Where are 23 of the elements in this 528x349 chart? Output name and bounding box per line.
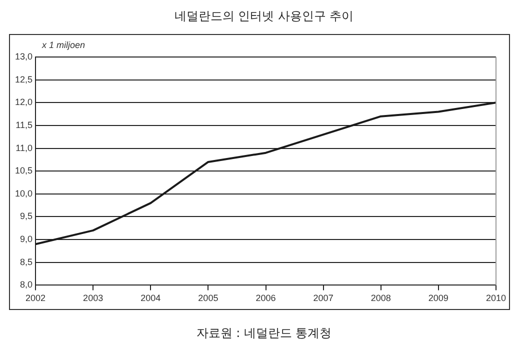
y-tick-label: 12,5 bbox=[14, 74, 33, 84]
x-tick-label: 2007 bbox=[313, 293, 334, 304]
x-tick-label: 2006 bbox=[256, 293, 276, 304]
y-tick-label: 11,5 bbox=[16, 120, 33, 130]
x-tick-label: 2003 bbox=[83, 293, 104, 304]
y-tick-label: 10,0 bbox=[14, 188, 33, 198]
x-tick-label: 2009 bbox=[428, 293, 448, 304]
text: 자료원 : 네덜란드 통계청 bbox=[195, 325, 333, 342]
y-tick-label: 11,0 bbox=[16, 142, 33, 153]
y-tick-label: 12,0 bbox=[14, 97, 33, 108]
x-tick-label: 2010 bbox=[486, 293, 506, 304]
y-tick-label: 8,5 bbox=[20, 256, 33, 267]
x-tick-label: 2002 bbox=[26, 293, 46, 304]
y-axis-title: x 1 miljoen bbox=[42, 40, 86, 50]
y-tick-label: 9,5 bbox=[20, 211, 33, 222]
x-tick-label: 2004 bbox=[140, 293, 161, 304]
y-tick-label: 10,5 bbox=[14, 166, 33, 176]
y-tick-label: 9,0 bbox=[20, 234, 33, 244]
y-tick-label: 13,0 bbox=[14, 51, 33, 62]
chart-title: 네덜란드의 인터넷 사용인구 추이 bbox=[173, 8, 355, 25]
x-tick-label: 2005 bbox=[198, 293, 218, 304]
y-tick-label: 8,0 bbox=[20, 280, 33, 290]
x-tick-label: 2008 bbox=[370, 293, 391, 304]
